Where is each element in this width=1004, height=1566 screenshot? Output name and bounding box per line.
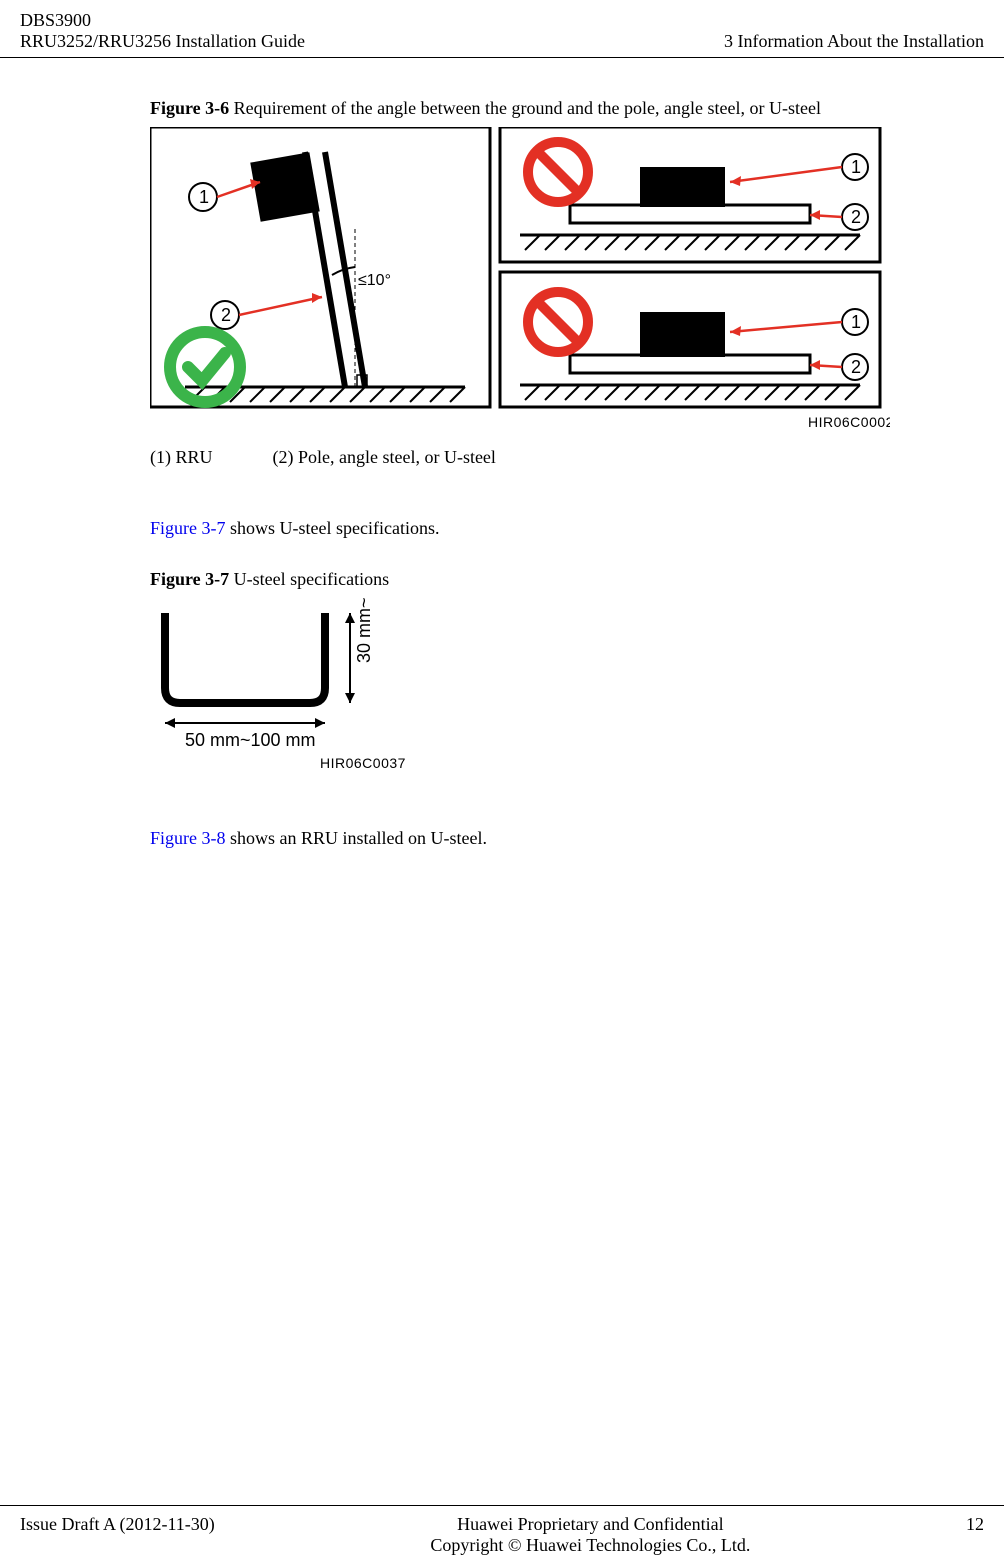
body-line-3-8: Figure 3-8 shows an RRU installed on U-s… [150, 828, 984, 849]
figure-3-7-image: 50 mm~100 mm 30 mm~50 mm HIR06C0037 [150, 598, 984, 778]
footer-issue: Issue Draft A (2012-11-30) [20, 1514, 215, 1556]
body-line-3-7: Figure 3-7 shows U-steel specifications. [150, 518, 984, 539]
footer-center: Huawei Proprietary and Confidential Copy… [430, 1514, 750, 1556]
figure-caption-text: U-steel specifications [234, 569, 389, 589]
callout-2-left: 2 [221, 305, 231, 325]
figure-3-7-caption: Figure 3-7 U-steel specifications [150, 569, 984, 590]
angle-text: ≤10° [358, 272, 391, 289]
body-3-7-rest: shows U-steel specifications. [226, 518, 440, 538]
figure-caption-text: Requirement of the angle between the gro… [234, 98, 821, 118]
page-header: DBS3900 RRU3252/RRU3256 Installation Gui… [0, 0, 1004, 58]
callout-2-r2: 2 [851, 357, 861, 377]
page-footer: Issue Draft A (2012-11-30) Huawei Propri… [0, 1505, 1004, 1556]
figure-3-6-image: ≤10° 1 2 [150, 127, 984, 437]
legend-2: (2) Pole, angle steel, or U-steel [273, 447, 496, 468]
fig-code-3-7: HIR06C0037 [320, 755, 406, 771]
fig-code-3-6: HIR06C0002 [808, 414, 890, 430]
legend-1: (1) RRU [150, 447, 213, 468]
figure-3-8-link[interactable]: Figure 3-8 [150, 828, 226, 848]
callout-1-r2: 1 [851, 312, 861, 332]
figure-label: Figure 3-7 [150, 569, 229, 589]
figure-label: Figure 3-6 [150, 98, 229, 118]
figure-3-7-link[interactable]: Figure 3-7 [150, 518, 226, 538]
footer-line2: Copyright © Huawei Technologies Co., Ltd… [430, 1535, 750, 1556]
chapter-title: 3 Information About the Installation [724, 31, 984, 52]
width-label: 50 mm~100 mm [185, 730, 316, 750]
footer-page: 12 [966, 1514, 984, 1556]
doc-title: RRU3252/RRU3256 Installation Guide [20, 31, 305, 52]
product-name: DBS3900 [20, 10, 305, 31]
footer-line1: Huawei Proprietary and Confidential [430, 1514, 750, 1535]
callout-1-left: 1 [199, 187, 209, 207]
callout-1-r1: 1 [851, 157, 861, 177]
height-label: 30 mm~50 mm [354, 598, 374, 663]
main-content: Figure 3-6 Requirement of the angle betw… [0, 58, 1004, 849]
figure-3-6-legend: (1) RRU (2) Pole, angle steel, or U-stee… [150, 447, 984, 468]
header-right: 3 Information About the Installation [724, 31, 984, 52]
figure-3-6-caption: Figure 3-6 Requirement of the angle betw… [150, 98, 984, 119]
header-left: DBS3900 RRU3252/RRU3256 Installation Gui… [20, 10, 305, 52]
callout-2-r1: 2 [851, 207, 861, 227]
body-3-8-rest: shows an RRU installed on U-steel. [226, 828, 487, 848]
